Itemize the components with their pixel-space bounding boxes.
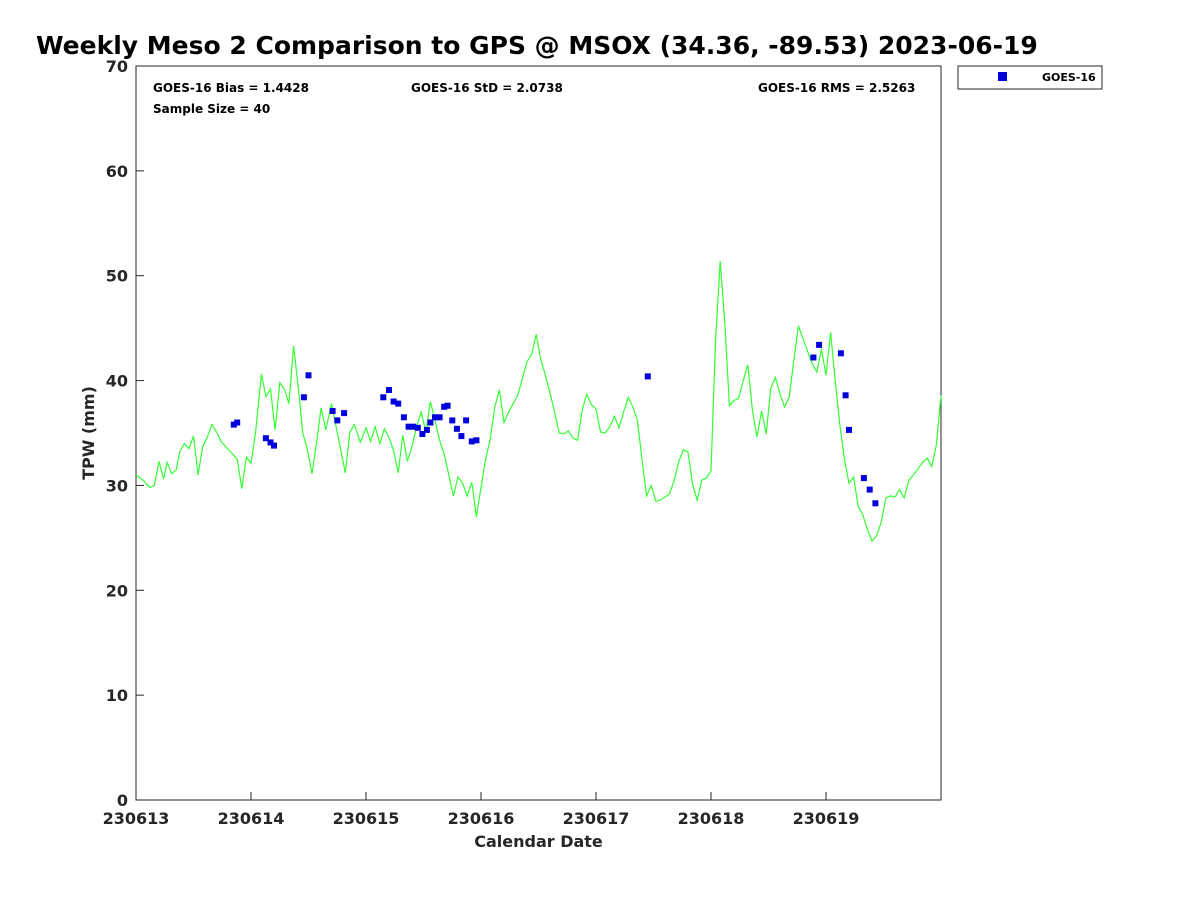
- goes-16-point: [234, 419, 241, 426]
- goes-16-point: [846, 426, 852, 433]
- goes-16-point: [473, 437, 480, 444]
- x-tick-label: 230618: [678, 809, 745, 828]
- goes-16-point: [414, 424, 421, 431]
- plot-frame: [135, 65, 942, 801]
- goes-16-point: [644, 373, 651, 380]
- goes-16-point: [395, 400, 402, 407]
- goes-16-point: [436, 414, 443, 421]
- goes-16-point: [386, 387, 392, 393]
- statistics-block: GOES-16 Bias = 1.4428 GOES-16 StD = 2.07…: [153, 81, 915, 116]
- x-tick-label: 230617: [563, 809, 630, 828]
- y-tick-label: 10: [106, 686, 128, 705]
- goes-16-point: [419, 431, 426, 437]
- goes-16-point: [453, 425, 460, 432]
- gps-series: [135, 260, 942, 543]
- y-tick-label: 30: [106, 476, 128, 495]
- goes-16-point: [444, 402, 451, 409]
- goes-16-point: [405, 423, 412, 430]
- gps-tpw-line: [135, 260, 942, 543]
- chart-title: Weekly Meso 2 Comparison to GPS @ MSOX (…: [36, 31, 1038, 60]
- goes-16-point: [463, 417, 470, 424]
- y-tick-label: 70: [106, 57, 128, 76]
- x-axis-label: Calendar Date: [474, 832, 603, 851]
- goes-16-point: [458, 433, 465, 440]
- std-stat: GOES-16 StD = 2.0738: [411, 81, 563, 95]
- goes-16-point: [267, 439, 274, 446]
- bias-stat: GOES-16 Bias = 1.4428: [153, 81, 309, 95]
- goes-16-point: [872, 500, 879, 507]
- y-tick-label: 40: [106, 372, 128, 391]
- goes-16-point: [262, 435, 269, 442]
- x-tick-label: 230615: [333, 809, 400, 828]
- x-tick-label: 230613: [103, 809, 170, 828]
- goes-16-point: [305, 372, 312, 379]
- y-tick-label: 50: [106, 267, 128, 286]
- goes-16-point: [334, 417, 341, 424]
- goes-16-point: [410, 423, 417, 430]
- y-tick-label: 0: [117, 791, 128, 810]
- legend: GOES-16: [957, 65, 1103, 90]
- goes-16-point: [866, 486, 873, 493]
- goes-16-point: [300, 394, 307, 401]
- x-axis: 230613 230614 230615 230616 230617 230618 2306…: [103, 792, 860, 828]
- goes-16-point: [860, 475, 867, 482]
- goes-16-point: [329, 408, 336, 414]
- goes-16-point: [380, 394, 387, 401]
- goes-16-series: [230, 341, 879, 507]
- goes-16-point: [441, 403, 448, 410]
- goes-16-point: [271, 442, 277, 449]
- goes-16-point: [468, 438, 475, 445]
- goes-16-point: [449, 417, 456, 424]
- goes-16-point: [230, 421, 237, 428]
- y-axis: 0 10 20 30 40 50 60 70: [106, 57, 144, 810]
- legend-box: [957, 65, 1103, 90]
- goes-16-point: [810, 354, 817, 361]
- sample-size-stat: Sample Size = 40: [153, 102, 270, 116]
- x-tick-label: 230616: [448, 809, 515, 828]
- goes-16-point: [341, 410, 348, 417]
- goes-16-point: [423, 426, 430, 433]
- goes-16-point: [432, 414, 438, 421]
- y-tick-label: 20: [106, 581, 128, 600]
- plot-area: [135, 65, 942, 801]
- legend-marker-goes-16: [998, 72, 1007, 81]
- goes-16-point: [390, 398, 397, 405]
- goes-16-point: [400, 414, 407, 421]
- goes-16-point: [816, 341, 823, 348]
- y-tick-label: 60: [106, 162, 128, 181]
- legend-label-goes-16: GOES-16: [1042, 71, 1096, 84]
- goes-16-point: [842, 392, 849, 399]
- goes-16-point: [427, 419, 434, 426]
- x-tick-label: 230619: [793, 809, 860, 828]
- rms-stat: GOES-16 RMS = 2.5263: [758, 81, 915, 95]
- x-tick-label: 230614: [218, 809, 285, 828]
- y-axis-label: TPW (mm): [79, 386, 98, 480]
- goes-16-point: [837, 350, 844, 357]
